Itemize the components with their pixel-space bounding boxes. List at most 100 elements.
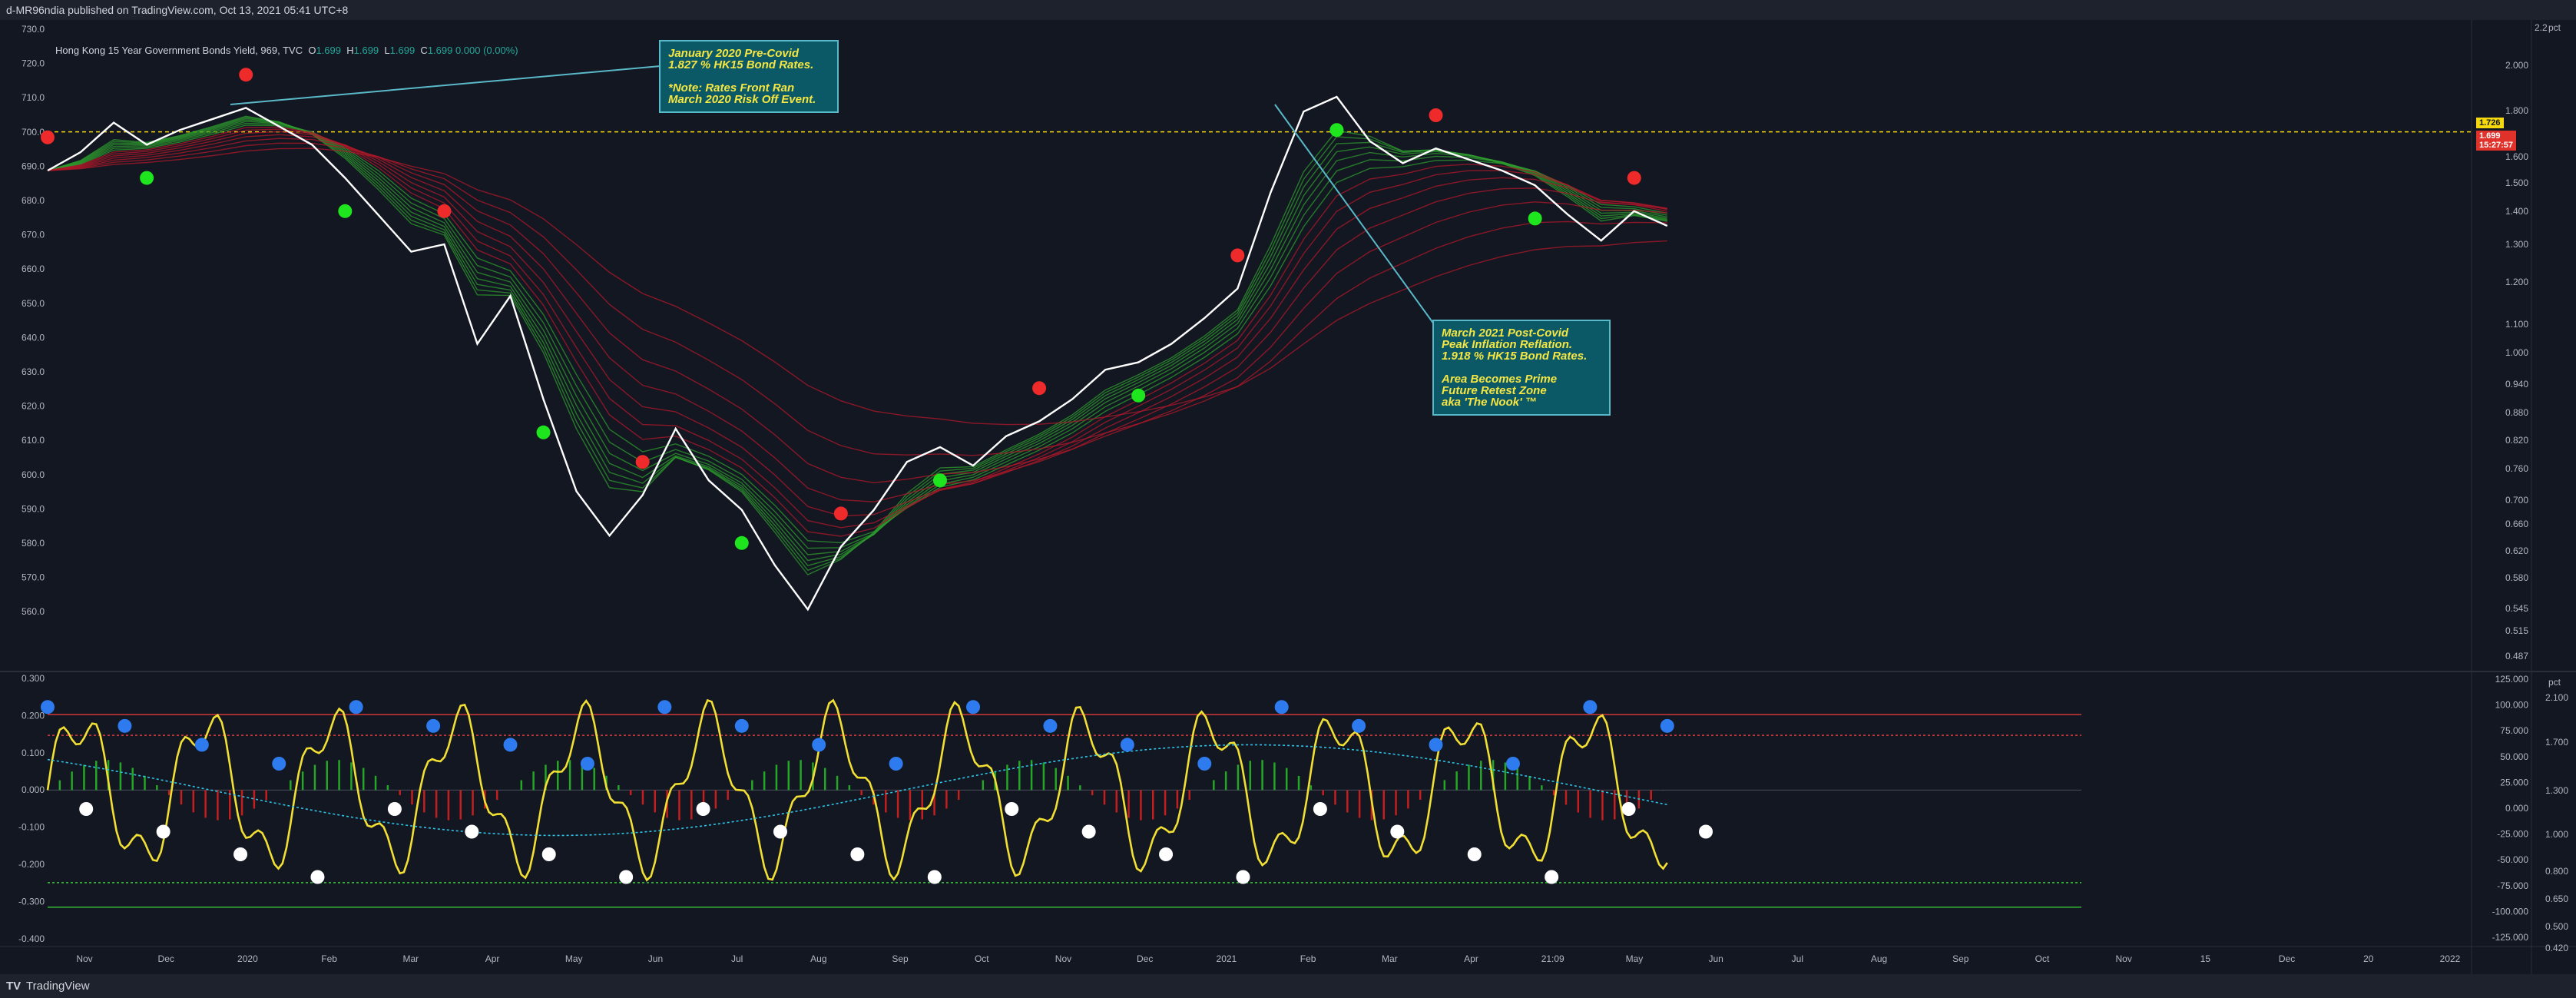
white-signal-dot	[310, 870, 325, 884]
x-tick-label: Oct	[975, 953, 989, 964]
x-tick-label: Aug	[810, 953, 826, 964]
y-right-tick: 0.487	[2505, 651, 2528, 661]
chart-area[interactable]: 730.0 720.0 710.0 700.0 690.0 680.0 670.0 660.0…	[0, 20, 2576, 974]
blue-signal-dot	[580, 757, 594, 771]
blue-signal-dot	[1583, 700, 1598, 715]
blue-signal-dot	[349, 700, 363, 715]
x-tick-label: Aug	[1871, 953, 1887, 964]
y-right-tick: 0.580	[2505, 572, 2528, 583]
callout-line: 1.827 % HK15 Bond Rates.	[668, 58, 814, 71]
white-signal-dot	[156, 824, 171, 839]
osc-y-left-tick: 0.300	[22, 673, 45, 684]
x-tick-label: 2022	[2440, 953, 2461, 964]
symbol-legend: Hong Kong 15 Year Government Bonds Yield…	[55, 45, 518, 56]
white-signal-dot	[619, 870, 634, 884]
x-tick-label: Jul	[1792, 953, 1803, 964]
white-signal-dot	[233, 847, 248, 861]
osc-y-mid-tick: 75.000	[2500, 725, 2528, 736]
blue-signal-dot	[272, 757, 286, 771]
callout-mar-2021: March 2021 Post-Covid Peak Inflation Ref…	[1432, 320, 1611, 416]
y-right-tick: 2.000	[2505, 60, 2528, 71]
y-left-tick: 570.0	[22, 572, 45, 583]
ohlc-l-label: L	[384, 45, 390, 56]
osc-y-right-tick: 0.420	[2545, 943, 2568, 953]
publish-line: d-MR96ndia published on TradingView.com,…	[6, 4, 349, 16]
y-right-tick: 1.400	[2505, 206, 2528, 217]
signal-dot	[140, 171, 154, 185]
blue-signal-dot	[1660, 718, 1674, 733]
white-signal-dot	[773, 824, 787, 839]
ma-ribbon-line	[47, 115, 1667, 575]
signal-dot	[1528, 211, 1542, 226]
blue-signal-dot	[1043, 718, 1058, 733]
x-tick-label: Mar	[402, 953, 419, 964]
osc-y-mid-tick: -100.000	[2492, 906, 2529, 917]
signal-dot	[239, 68, 253, 82]
x-tick-label: Feb	[1300, 953, 1316, 964]
ma-ribbon-line	[47, 116, 1667, 572]
blue-signal-dot	[734, 718, 749, 733]
y-left-tick: 600.0	[22, 469, 45, 480]
x-tick-label: May	[565, 953, 583, 964]
blue-signal-dot	[1352, 718, 1366, 733]
ohlc-low: 1.699	[389, 45, 416, 56]
axis-corner-label: 2.2	[2535, 22, 2548, 33]
callout-pointer	[1274, 104, 1437, 328]
y-left-tick: 670.0	[22, 230, 45, 240]
osc-y-left-tick: -0.400	[18, 933, 45, 944]
x-tick-label: Apr	[1464, 953, 1478, 964]
ma-ribbon-line	[47, 121, 1667, 555]
publish-info-bar: d-MR96ndia published on TradingView.com,…	[0, 0, 2576, 20]
y-right-tick: 1.000	[2505, 347, 2528, 358]
blue-signal-dot	[1197, 757, 1212, 771]
y-right-tick: 1.500	[2505, 177, 2528, 188]
callout-pointer	[230, 65, 661, 105]
blue-signal-dot	[1120, 738, 1134, 752]
ma-ribbon-line	[47, 138, 1667, 484]
x-tick-label: Jul	[731, 953, 743, 964]
x-tick-label: 2021	[1217, 953, 1237, 964]
blue-signal-dot	[194, 738, 209, 752]
signal-dot	[338, 204, 353, 218]
white-signal-dot	[850, 847, 865, 861]
white-signal-dot	[1545, 870, 1559, 884]
y-left-tick: 730.0	[22, 24, 45, 35]
x-tick-label: 21:09	[1541, 953, 1564, 964]
callout-line: March 2021 Post-Covid	[1442, 327, 1569, 340]
ma-ribbon-line	[47, 122, 1667, 549]
callout-line: Peak Inflation Reflation.	[1442, 338, 1573, 351]
osc-y-mid-tick: -75.000	[2497, 880, 2528, 891]
blue-signal-dot	[1274, 700, 1289, 715]
osc-y-right-tick: 1.700	[2545, 737, 2568, 748]
y-right-tick: 0.760	[2505, 463, 2528, 474]
y-left-tick: 620.0	[22, 401, 45, 412]
white-signal-dot	[1005, 802, 1019, 816]
footer-bar: TV TradingView	[0, 974, 2576, 998]
y-right-tick: 0.880	[2505, 407, 2528, 418]
current-price: 1.699	[2479, 131, 2501, 141]
x-tick-label: Dec	[2279, 953, 2295, 964]
osc-y-mid-tick: 25.000	[2500, 777, 2528, 787]
signal-dot	[932, 473, 947, 488]
upper-price-label: 1.726	[2476, 118, 2504, 128]
ma-ribbon-line	[47, 118, 1667, 566]
white-signal-dot	[1313, 802, 1327, 816]
oscillator-line	[46, 698, 1668, 882]
ma-ribbon-line	[47, 148, 1667, 426]
y-right-tick: 0.820	[2505, 435, 2528, 446]
current-price-label: 1.699 15:27:57	[2476, 131, 2517, 151]
osc-y-mid-tick: -125.000	[2492, 932, 2529, 943]
callout-line: Future Retest Zone	[1442, 384, 1547, 397]
chart-canvas[interactable]: 730.0 720.0 710.0 700.0 690.0 680.0 670.0 660.0…	[0, 20, 2576, 974]
x-tick-label: Dec	[158, 953, 174, 964]
blue-signal-dot	[426, 718, 441, 733]
y-right-tick: 0.660	[2505, 519, 2528, 529]
ohlc-o-label: O	[308, 45, 316, 56]
osc-y-left-tick: 0.100	[22, 748, 45, 758]
price-line	[47, 95, 1668, 612]
signal-dot	[1230, 248, 1245, 263]
y-right-tick: 0.515	[2505, 625, 2528, 636]
axis-corner-label: pct	[2548, 22, 2561, 33]
x-tick-label: 2020	[237, 953, 258, 964]
signal-dot	[1429, 108, 1443, 122]
